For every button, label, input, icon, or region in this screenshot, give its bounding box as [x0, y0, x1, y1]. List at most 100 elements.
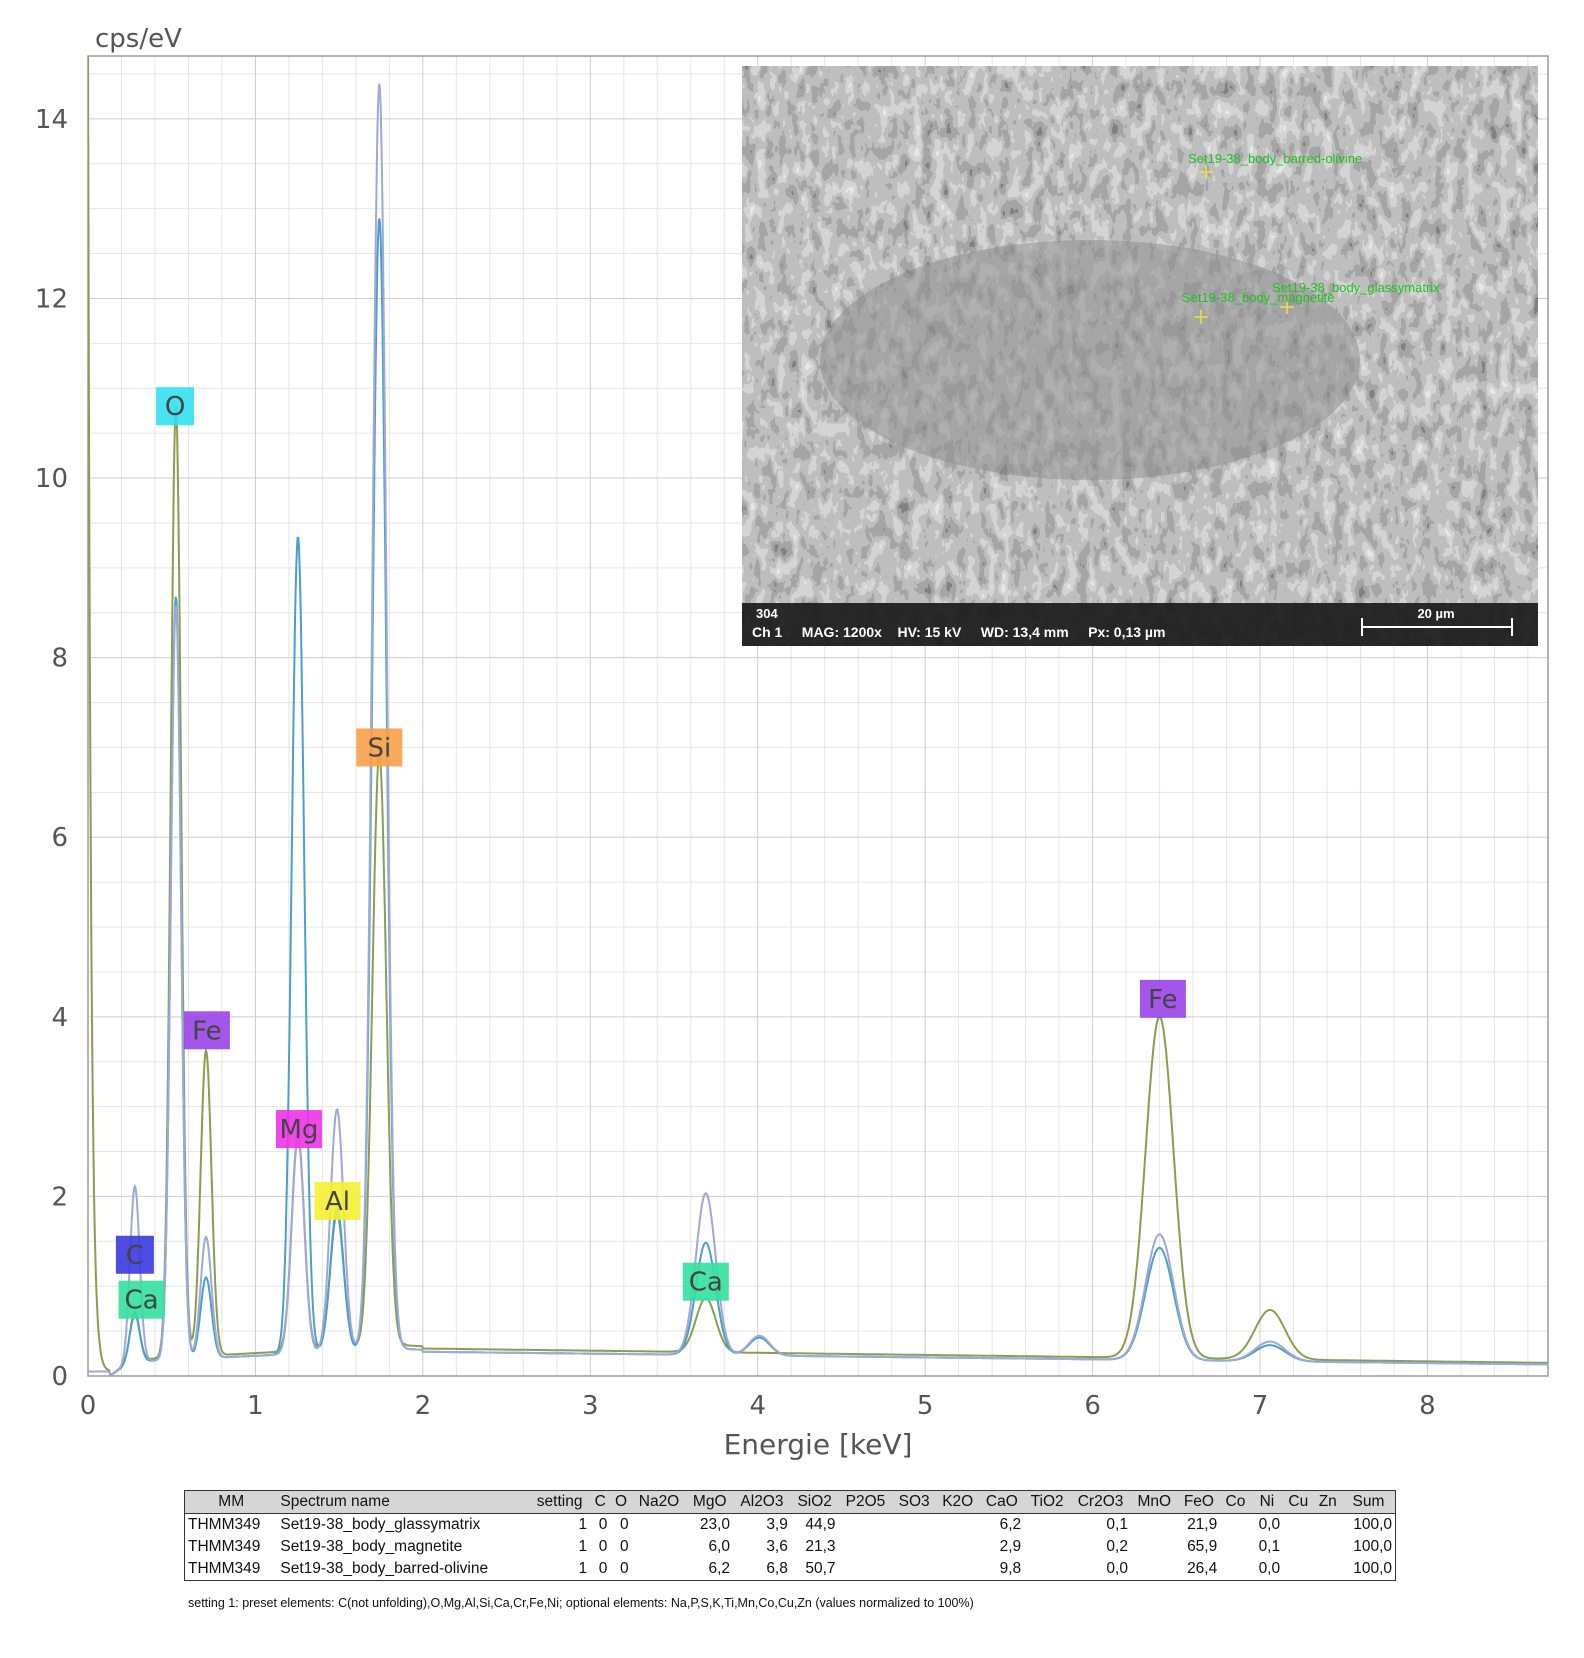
y-axis-label: cps/eV — [95, 24, 182, 54]
table-cell: 2,9 — [999, 1538, 1022, 1555]
x-tick-label: 4 — [749, 1391, 766, 1421]
table-cell: 0,1 — [1258, 1538, 1281, 1555]
table-header-cell: Ni — [1250, 1490, 1284, 1514]
element-label-box — [115, 1235, 154, 1274]
table-cell: 3,6 — [766, 1538, 788, 1555]
table-cell — [1283, 1514, 1313, 1537]
table-cell — [892, 1536, 936, 1558]
element-label-box — [1139, 979, 1186, 1018]
table-header-cell: C — [590, 1490, 611, 1514]
table-header-cell: K2O — [935, 1490, 980, 1514]
element-label-text: Fe — [192, 1016, 222, 1046]
table-header-cell: O — [610, 1490, 632, 1514]
table-cell: 1 — [578, 1560, 588, 1577]
table-cell: 0,2 — [1106, 1538, 1128, 1555]
table-cell: Set19-38_body_barred-olivine — [280, 1560, 489, 1577]
table-header-row: MM Spectrum name setting C O Na2O MgO Al2O3 SiO2… — [184, 1490, 1396, 1514]
table-header-cell: Zn — [1313, 1490, 1342, 1514]
spot-marker-glassymatrix — [1280, 300, 1294, 314]
table-cell: 0 — [619, 1538, 629, 1555]
table-cell: 65,9 — [1187, 1538, 1218, 1555]
table-cell — [1314, 1514, 1342, 1537]
spot-label-magnetite: Set19-38_body_magnetite — [1182, 290, 1335, 305]
sem-info-bar — [742, 603, 1538, 646]
table-header-cell: Na2O — [631, 1490, 687, 1514]
table-cell — [1024, 1558, 1070, 1581]
table-cell: 0,0 — [1106, 1560, 1128, 1577]
table-cell: 100,0 — [1353, 1516, 1392, 1533]
table-cell: Set19-38_body_magnetite — [280, 1538, 463, 1555]
table-cell: 0 — [619, 1560, 629, 1577]
x-tick-label: 7 — [1252, 1391, 1269, 1421]
element-label-text: C — [126, 1241, 144, 1271]
y-tick-labels: 0 2 4 6 8 10 12 14 — [35, 105, 68, 1392]
table-cell — [839, 1558, 893, 1581]
table-cell: 26,4 — [1187, 1560, 1218, 1577]
element-label-box — [183, 1011, 230, 1050]
table-cell: 0 — [598, 1516, 608, 1533]
element-label-box — [118, 1280, 165, 1319]
element-label-box — [314, 1181, 361, 1220]
table-cell: 44,9 — [805, 1516, 836, 1533]
element-label-box — [356, 728, 403, 767]
table-row: THMM349 Set19-38_body_barred-olivine 1 0 0 6,… — [185, 1558, 1396, 1581]
minor-grid — [88, 56, 1548, 1376]
table-cell — [1131, 1536, 1178, 1558]
sem-gray-region — [820, 240, 1360, 480]
table-cell — [839, 1536, 893, 1558]
element-labels: O Si Fe Mg Al C Ca Ca Fe — [115, 387, 1186, 1319]
y-tick-label: 10 — [35, 464, 68, 494]
element-label-text: Ca — [689, 1268, 723, 1298]
spot-label-glassymatrix: Set19-38_body_glassymatrix — [1272, 280, 1440, 295]
table-cell: 21,3 — [805, 1538, 836, 1555]
table-header-cell: Cr2O3 — [1070, 1490, 1131, 1514]
table-cell: 50,7 — [805, 1560, 836, 1577]
x-tick-label: 8 — [1419, 1391, 1436, 1421]
table-header-cell: TiO2 — [1024, 1490, 1071, 1514]
table-cell: 0 — [598, 1538, 608, 1555]
table-cell — [1220, 1558, 1250, 1581]
table-header-cell: MgO — [686, 1490, 734, 1514]
table-cell — [632, 1558, 687, 1581]
x-tick-label: 2 — [415, 1391, 432, 1421]
element-label-box — [275, 1110, 322, 1149]
table-header-cell: Co — [1220, 1490, 1251, 1514]
table-header-cell: SO3 — [892, 1490, 936, 1514]
table-cell: THMM349 — [188, 1516, 261, 1533]
element-label-text: Fe — [1148, 985, 1178, 1015]
table-header-cell: CaO — [979, 1490, 1025, 1514]
table-header-cell: SiO2 — [790, 1490, 839, 1514]
table-cell: Set19-38_body_glassymatrix — [280, 1516, 481, 1533]
x-tick-label: 0 — [80, 1391, 97, 1421]
sem-info-top: 304 — [756, 606, 778, 621]
spot-marker-barred-olivine — [1199, 165, 1213, 179]
table-cell: 1 — [578, 1538, 588, 1555]
sem-image-inset: 304 Ch 1 MAG: 1200x HV: 15 kV WD: 13,4 m… — [742, 66, 1538, 646]
table-cell — [1314, 1536, 1342, 1558]
table-cell — [1283, 1536, 1313, 1558]
element-label-box — [156, 387, 195, 426]
table-cell — [1131, 1558, 1178, 1581]
table-footnote: setting 1: preset elements: C(not unfold… — [188, 1596, 974, 1610]
y-tick-label: 0 — [51, 1362, 68, 1392]
table-row: THMM349 Set19-38_body_glassymatrix 1 0 0 23,0… — [185, 1514, 1396, 1537]
table-header-cell: Cu — [1283, 1490, 1314, 1514]
y-tick-label: 8 — [51, 644, 68, 674]
table-cell — [1220, 1514, 1250, 1537]
table-cell — [839, 1514, 893, 1537]
table-cell: THMM349 — [188, 1560, 261, 1577]
table-cell — [1024, 1514, 1070, 1537]
table-header-cell: Spectrum name — [277, 1490, 530, 1514]
table-header-cell: FeO — [1177, 1490, 1221, 1514]
table-cell: 6,0 — [708, 1538, 731, 1555]
element-label-text: O — [165, 392, 185, 422]
table-cell: 0 — [598, 1560, 608, 1577]
sem-scale-label: 20 µm — [1417, 606, 1454, 621]
table-cell — [892, 1558, 936, 1581]
table-cell — [936, 1558, 980, 1581]
table-cell — [936, 1536, 980, 1558]
table-cell: 9,8 — [999, 1560, 1022, 1577]
table-cell: 100,0 — [1353, 1538, 1392, 1555]
table-cell: 23,0 — [699, 1516, 731, 1533]
